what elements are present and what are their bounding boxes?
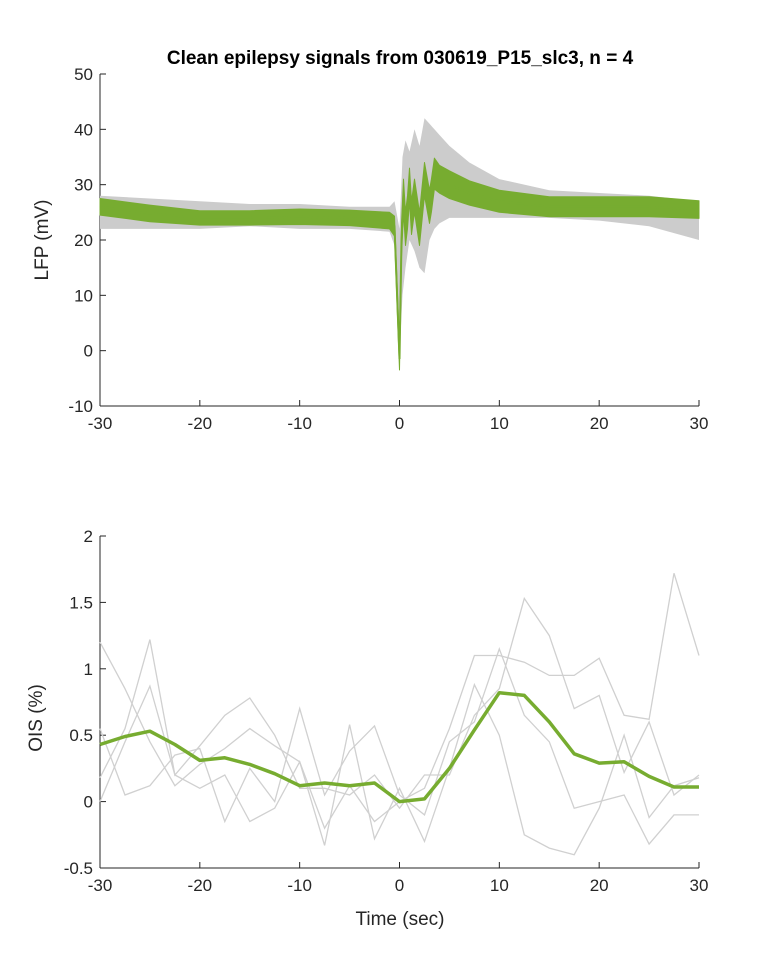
ois-individual-trace-3 (99, 682, 700, 856)
lfp-y-tick-label: 40 (74, 120, 93, 139)
lfp-mean-centerline (99, 171, 700, 360)
ois-y-axis-label: OIS (%) (26, 684, 47, 752)
lfp-y-axis-label: LFP (mV) (32, 200, 53, 281)
ois-x-tick-label: 10 (490, 876, 509, 895)
lfp-x-tick-label: -30 (88, 414, 113, 433)
lfp-y-tick-label: 10 (74, 286, 93, 305)
ois-x-tick-label: -20 (188, 876, 213, 895)
lfp-y-tick-label: 20 (74, 231, 93, 250)
lfp-x-tick-label: 0 (395, 414, 404, 433)
chart-title: Clean epilepsy signals from 030619_P15_s… (167, 48, 634, 69)
lfp-x-tick-label: -10 (287, 414, 312, 433)
ois-x-tick-label: 20 (590, 876, 609, 895)
ois-x-tick-label: -10 (287, 876, 312, 895)
ois-x-axis-label: Time (sec) (355, 909, 444, 930)
ois-y-tick-label: 0.5 (69, 726, 93, 745)
ois-y-tick-label: 1.5 (69, 593, 93, 612)
ois-individual-trace-4 (99, 646, 699, 846)
lfp-y-tick-label: -10 (68, 397, 93, 416)
ois-y-tick-label: 0 (84, 793, 93, 812)
lfp-y-tick-label: 30 (74, 176, 93, 195)
lfp-y-tick-label: 50 (74, 65, 93, 84)
ois-individual-trace-1 (99, 573, 700, 830)
ois-y-tick-label: 1 (84, 660, 93, 679)
ois-mean-trace (99, 690, 699, 804)
ois-y-tick-label: -0.5 (64, 859, 93, 878)
lfp-y-tick-label: 0 (84, 342, 93, 361)
lfp-individual-band (100, 118, 699, 357)
lfp-axes: -30 -20 -10 0 10 20 30 -10 0 10 20 30 40 50 (68, 65, 708, 433)
ois-individual-trace-2 (99, 596, 700, 810)
ois-x-tick-label: 0 (395, 876, 404, 895)
ois-axes: -30 -20 -10 0 10 20 30 -0.5 0 0.5 1 1.5 2 (64, 527, 709, 895)
ois-x-tick-label: 30 (690, 876, 709, 895)
lfp-x-tick-label: 10 (490, 414, 509, 433)
ois-y-tick-label: 2 (84, 527, 93, 546)
lfp-x-tick-label: 30 (690, 414, 709, 433)
lfp-x-tick-label: -20 (188, 414, 213, 433)
ois-x-tick-label: -30 (88, 876, 113, 895)
lfp-x-tick-label: 20 (590, 414, 609, 433)
